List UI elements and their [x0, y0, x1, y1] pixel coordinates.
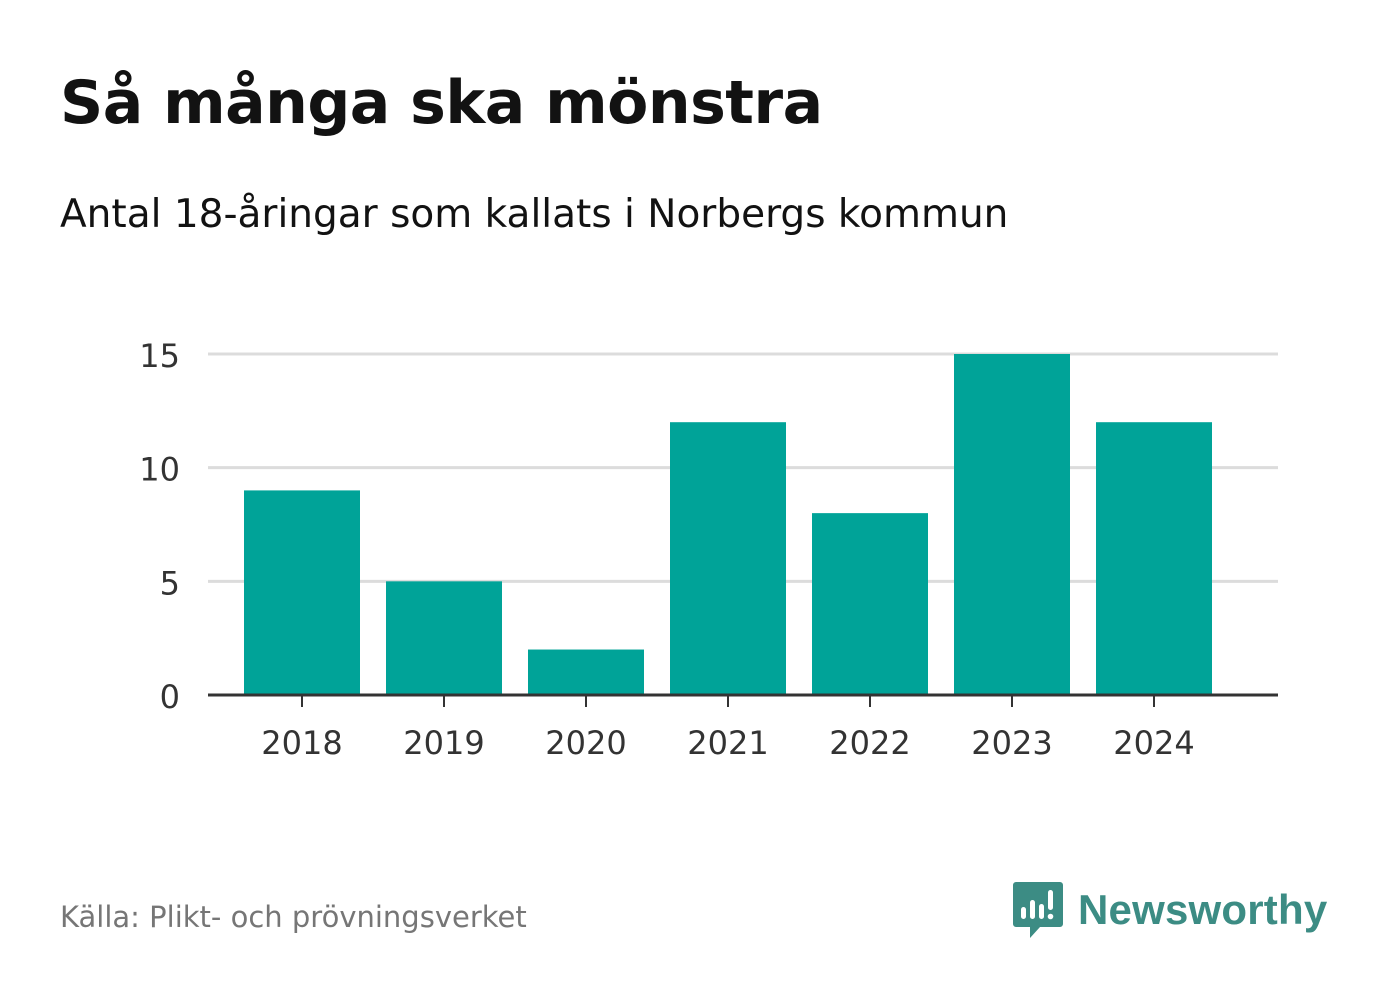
x-tick-label: 2024 [1113, 724, 1194, 762]
x-tick-label: 2019 [403, 724, 484, 762]
bar-2021 [670, 422, 786, 695]
x-tick-label: 2023 [971, 724, 1052, 762]
y-tick-label: 5 [160, 564, 180, 602]
bar-2024 [1096, 422, 1212, 695]
x-tick-label: 2018 [261, 724, 342, 762]
bars [244, 354, 1212, 695]
x-axis-ticks: 2018 2019 2020 2021 2022 2023 2024 [261, 695, 1195, 762]
y-tick-label: 15 [139, 337, 180, 375]
bar-2018 [244, 490, 360, 695]
chart-subtitle: Antal 18-åringar som kallats i Norbergs … [60, 192, 1009, 237]
brand-name: Newsworthy [1078, 886, 1328, 933]
bar-2022 [812, 513, 928, 695]
bar-2019 [386, 581, 502, 695]
y-tick-label: 10 [139, 451, 180, 489]
x-tick-label: 2021 [687, 724, 768, 762]
x-tick-label: 2022 [829, 724, 910, 762]
y-tick-label: 0 [160, 678, 180, 716]
bar-chart: 0 5 10 15 2018 2019 2020 2021 2022 2023 2024 [139, 337, 1278, 762]
x-tick-label: 2020 [545, 724, 626, 762]
bar-2020 [528, 649, 644, 695]
newsworthy-logo-icon [1013, 882, 1063, 938]
chart-title: Så många ska mönstra [60, 68, 823, 138]
brand-logo: Newsworthy [1012, 880, 1327, 940]
y-axis-ticks: 0 5 10 15 [139, 337, 180, 716]
source-note: Källa: Plikt- och prövningsverket [60, 900, 527, 934]
bar-2023 [954, 354, 1070, 695]
